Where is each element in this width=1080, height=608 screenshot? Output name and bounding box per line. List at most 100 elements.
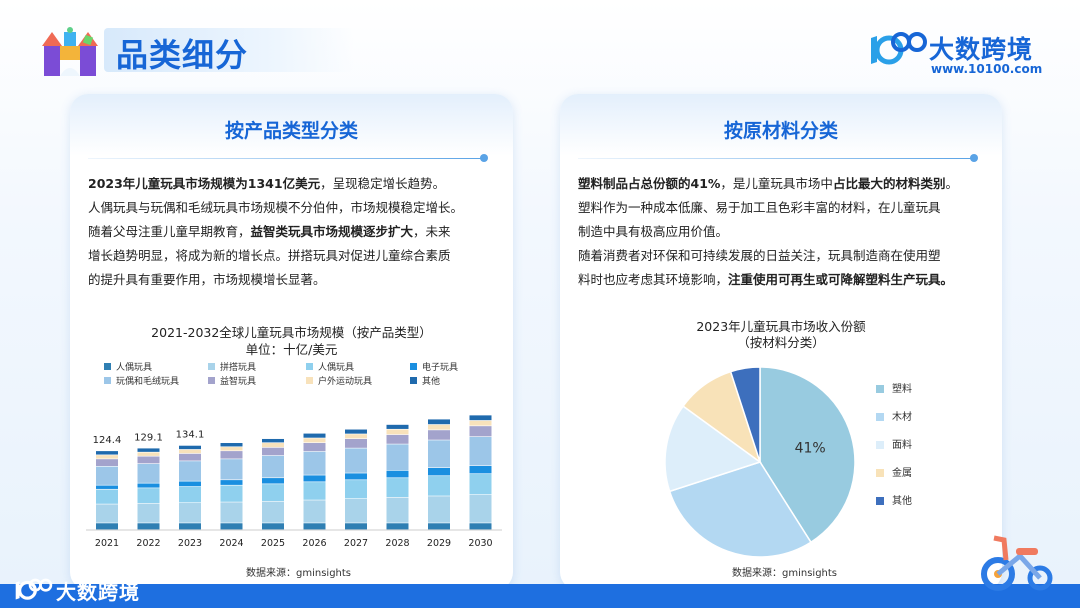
footer-brand-name: 大数跨境 xyxy=(56,580,140,604)
bar-segment xyxy=(96,523,118,530)
bar-segment xyxy=(96,455,118,459)
legend-label: 木材 xyxy=(892,412,912,423)
x-tick-label: 2026 xyxy=(302,538,326,549)
bar-segment xyxy=(262,501,284,523)
brand-mark-icon xyxy=(15,578,53,600)
bar-segment xyxy=(303,500,326,523)
x-tick-label: 2027 xyxy=(344,538,368,549)
text-line: 的提升具有重要作用，市场规模增长显著。 xyxy=(88,268,326,292)
bar-segment xyxy=(137,523,160,530)
text-line: 2023年儿童玩具市场规模为1341亿美元，呈现稳定增长趋势。 xyxy=(88,172,445,196)
bar-segment xyxy=(303,475,326,482)
bar-segment xyxy=(345,429,367,434)
text-run: 。 xyxy=(945,176,958,191)
tricycle-icon xyxy=(981,535,1053,591)
divider-line xyxy=(88,158,484,159)
legend-label: 面料 xyxy=(892,440,912,451)
text-line: 增长趋势明显，将成为新的增长点。拼搭玩具对促进儿童综合素质 xyxy=(88,244,451,268)
legend-swatch xyxy=(410,377,417,384)
bar-segment xyxy=(303,443,326,452)
text-line: 随着父母注重儿童早期教育，益智类玩具市场规模逐步扩大，未来 xyxy=(88,220,451,244)
bold-text: 占比最大的材料类别 xyxy=(832,176,946,191)
bar-segment xyxy=(303,433,326,438)
x-tick-label: 2028 xyxy=(385,538,409,549)
text-run: 人偶玩具与玩偶和毛绒玩具市场规模不分伯仲，市场规模稳定增长。 xyxy=(88,200,464,215)
bar-segment xyxy=(179,445,201,450)
legend-label: 拼搭玩具 xyxy=(220,363,257,373)
text-run: ，是儿童玩具市场中 xyxy=(720,176,833,191)
bar-chart: 124.4 2021 129.1 2022 134.1 2023 2024 2025 2026 2… xyxy=(86,415,502,549)
material-card: 按原材料分类 塑料制品占总份额的41%，是儿童玩具市场中占比最大的材料类别。 塑料… xyxy=(560,94,1002,590)
page-title: 品类细分 xyxy=(116,36,249,74)
bar-segment xyxy=(345,523,367,530)
data-source: 数据来源：gminsights xyxy=(732,568,838,579)
x-tick-label: 2023 xyxy=(178,538,202,549)
bar-segment xyxy=(386,478,409,498)
legend-item: 木材 xyxy=(876,408,912,423)
legend-item: 其他 xyxy=(876,492,912,507)
bar-segment xyxy=(469,465,492,474)
bar-segment xyxy=(220,523,243,530)
bar-segment xyxy=(469,494,492,523)
data-source: 数据来源：gminsights xyxy=(246,568,352,579)
bar-segment xyxy=(96,489,118,504)
bar-segment xyxy=(386,429,409,435)
text-run: ，未来 xyxy=(413,224,451,239)
bar-segment xyxy=(345,498,367,523)
legend-label: 金属 xyxy=(892,468,912,479)
pie-slice xyxy=(668,461,812,558)
pie-data-label: 41% xyxy=(795,440,826,456)
legend-label: 其他 xyxy=(892,496,912,507)
text-run: 的提升具有重要作用，市场规模增长显著。 xyxy=(88,272,326,287)
bar-segment xyxy=(220,443,243,447)
legend-swatch xyxy=(876,497,884,505)
text-line: 随着消费者对环保和可持续发展的日益关注，玩具制造商在使用塑 xyxy=(578,244,941,268)
bar-segment xyxy=(469,523,492,530)
card-header xyxy=(70,94,513,156)
text-line: 人偶玩具与玩偶和毛绒玩具市场规模不分伯仲，市场规模稳定增长。 xyxy=(88,196,463,220)
text-run: 随着父母注重儿童早期教育， xyxy=(88,224,251,239)
bar-segment xyxy=(262,455,284,478)
brand-name: 大数跨境 xyxy=(929,35,1034,64)
bar-segment xyxy=(303,523,326,530)
bar-segment xyxy=(469,436,492,466)
text-run: 塑料作为一种成本低廉、易于加工且色彩丰富的材料，在儿童玩具 xyxy=(578,200,941,215)
bar-segment xyxy=(220,459,243,480)
bar-segment xyxy=(345,480,367,499)
bar-segment xyxy=(137,483,160,488)
bar-segment xyxy=(428,440,450,468)
bar-segment xyxy=(137,452,160,456)
bar-total-label: 124.4 xyxy=(93,435,122,446)
bar-total-label: 129.1 xyxy=(134,432,163,443)
bar-segment xyxy=(137,456,160,464)
bar-segment xyxy=(96,504,118,523)
bar-segment xyxy=(262,523,284,530)
bar-segment xyxy=(179,523,201,530)
bar-segment xyxy=(345,448,367,473)
legend-item: 户外运动玩具 xyxy=(306,374,372,387)
bar-segment xyxy=(179,461,201,481)
bar-segment xyxy=(469,415,492,421)
brand-logo[interactable]: 大数跨境 www.10100.com xyxy=(865,28,1045,78)
bar-segment xyxy=(262,478,284,484)
bar-segment xyxy=(303,438,326,443)
legend-swatch xyxy=(104,377,111,384)
legend-item: 塑料 xyxy=(876,380,912,395)
legend-swatch xyxy=(306,363,313,370)
chart-subtitle: 单位：十亿/美元 xyxy=(245,342,338,357)
legend-item: 面料 xyxy=(876,436,912,451)
bar-segment xyxy=(262,447,284,456)
bar-segment xyxy=(386,424,409,429)
bold-text: 注重使用可再生或可降解塑料生产玩具。 xyxy=(728,272,954,287)
pie-slice xyxy=(729,366,761,463)
card-header xyxy=(560,94,1002,156)
bar-segment xyxy=(179,453,201,461)
legend-swatch xyxy=(306,377,313,384)
divider-dot xyxy=(480,154,488,162)
legend-swatch xyxy=(410,363,417,370)
legend-swatch xyxy=(876,413,884,421)
bar-segment xyxy=(220,451,243,459)
text-run: 料时也应考虑其环境影响， xyxy=(578,272,729,287)
bar-segment xyxy=(220,480,243,485)
chart-title: 2021-2032全球儿童玩具市场规模（按产品类型） xyxy=(151,325,432,340)
